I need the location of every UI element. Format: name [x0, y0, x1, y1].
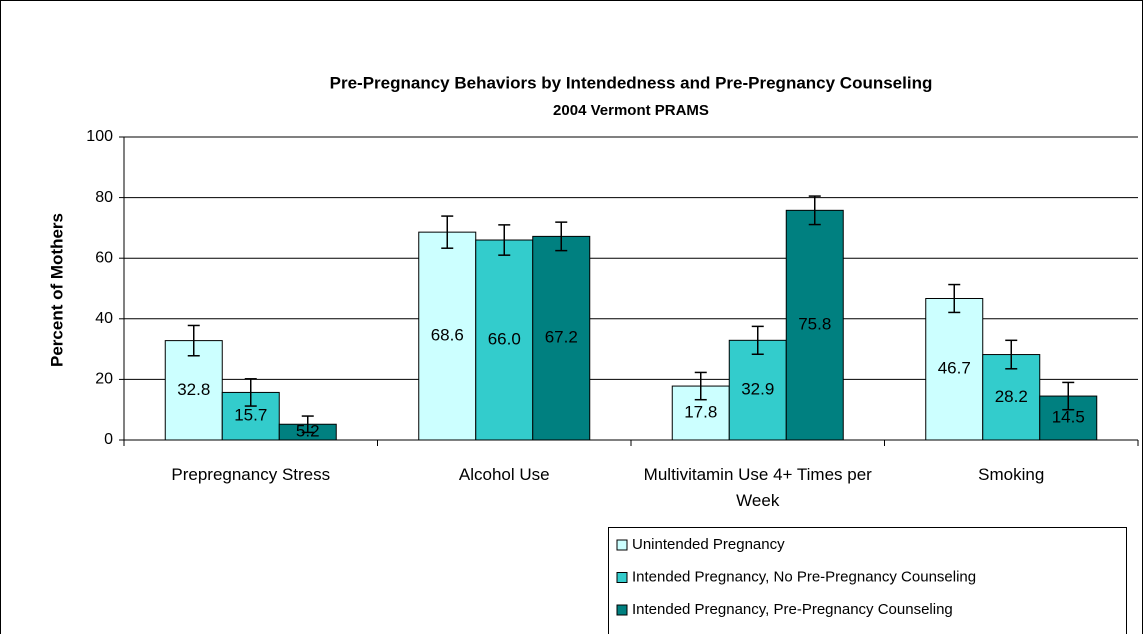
- data-label: 14.5: [1052, 408, 1085, 427]
- x-tick-label: Prepregnancy Stress: [171, 465, 331, 484]
- x-tick-label: Multivitamin Use 4+ Times per Week: [643, 465, 872, 510]
- data-label: 28.2: [995, 387, 1028, 406]
- legend-swatch: [616, 539, 628, 551]
- legend-label: Unintended Pregnancy: [632, 536, 785, 553]
- data-label: 75.8: [798, 315, 831, 334]
- data-label: 66.0: [488, 329, 521, 348]
- y-tick-label: 40: [95, 310, 113, 327]
- y-tick-label: 60: [95, 249, 113, 266]
- chart-title: Pre-Pregnancy Behaviors by Intendedness …: [330, 73, 933, 92]
- y-tick-label: 80: [95, 189, 113, 206]
- data-label: 15.7: [234, 406, 267, 425]
- bar: [728, 339, 787, 441]
- data-label: 32.9: [741, 380, 774, 399]
- y-tick-label: 100: [86, 128, 113, 145]
- chart-subtitle: 2004 Vermont PRAMS: [553, 102, 709, 119]
- data-label: 46.7: [938, 359, 971, 378]
- data-label: 68.6: [431, 326, 464, 345]
- x-tick-label: Smoking: [978, 465, 1045, 484]
- y-axis-label: Percent of Mothers: [47, 213, 66, 367]
- data-label: 32.8: [177, 380, 210, 399]
- y-tick-label: 20: [95, 371, 113, 388]
- legend-swatch: [616, 604, 628, 616]
- bar: [475, 239, 534, 441]
- legend-label: Intended Pregnancy, No Pre-Pregnancy Cou…: [632, 568, 976, 585]
- legend-swatch: [616, 572, 628, 583]
- data-label: 17.8: [684, 403, 717, 422]
- y-tick-label: 0: [104, 431, 113, 448]
- x-tick-label: Alcohol Use: [458, 465, 550, 484]
- legend-box: [608, 527, 1127, 634]
- data-label: 5.2: [296, 422, 320, 441]
- legend-label: Intended Pregnancy, Pre-Pregnancy Counse…: [632, 601, 953, 618]
- data-label: 67.2: [545, 328, 578, 347]
